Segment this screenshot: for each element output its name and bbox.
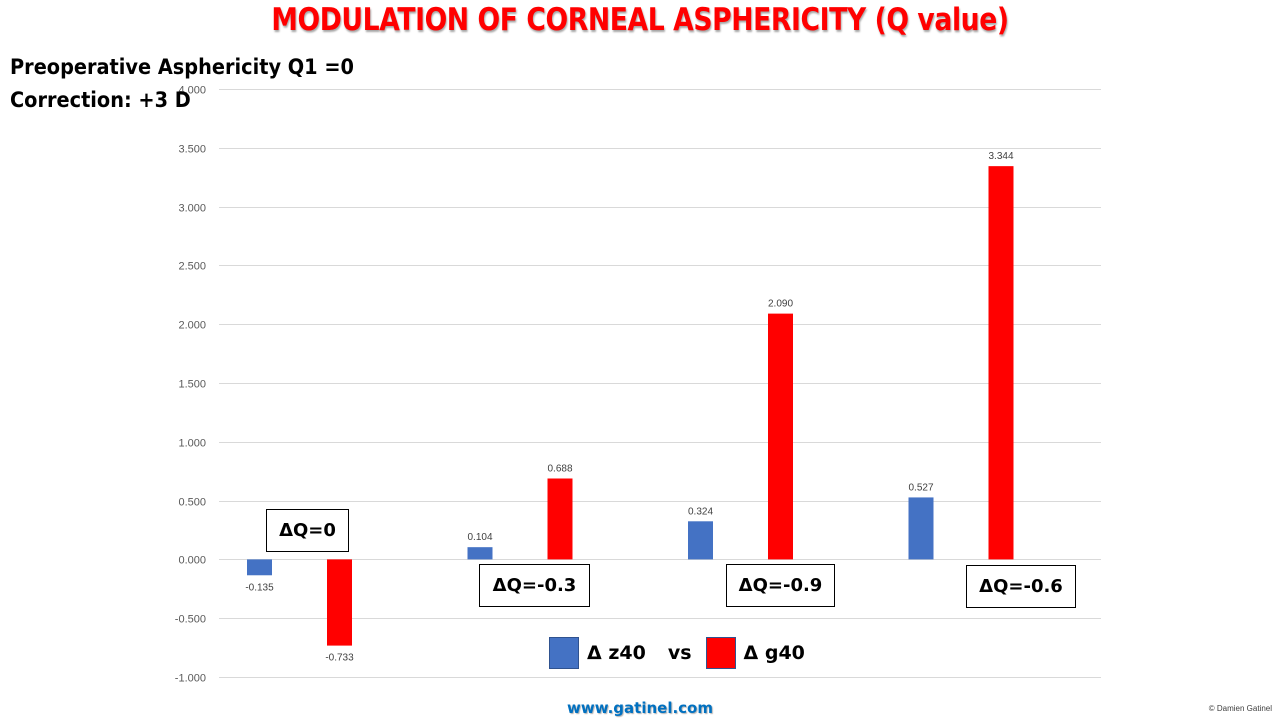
y-axis-ticks: 4.000 3.500 3.000 2.500 2.000 1.500 1.000 0.500… bbox=[175, 85, 206, 685]
delta-q-annotation: ΔQ=-0.6 bbox=[966, 565, 1076, 608]
subtitle-correction: Correction: +3 D bbox=[10, 88, 191, 112]
delta-q-annotation: ΔQ=-0.3 bbox=[479, 564, 590, 607]
data-label: 0.527 bbox=[908, 482, 933, 493]
legend-separator: vs bbox=[667, 642, 692, 664]
y-tick-label: 4.000 bbox=[178, 85, 206, 97]
bar-g40 bbox=[547, 478, 573, 560]
footer-website-link[interactable]: www.gatinel.com bbox=[566, 699, 713, 717]
y-tick-label: 2.500 bbox=[178, 261, 206, 273]
bar-z40 bbox=[688, 521, 713, 560]
gridlines bbox=[219, 89, 1101, 678]
data-labels: -0.135 0.104 0.324 0.527 -0.733 0.688 2.090 3.3… bbox=[245, 151, 1014, 663]
subtitle-preoperative-asphericity: Preoperative Asphericity Q1 =0 bbox=[10, 55, 354, 79]
legend-label-z40: Δ z40 bbox=[587, 642, 646, 664]
bar-z40 bbox=[467, 547, 493, 560]
data-label: 0.324 bbox=[688, 506, 713, 517]
y-tick-label: 3.500 bbox=[178, 144, 206, 156]
bars bbox=[247, 166, 1014, 646]
y-tick-label: 1.500 bbox=[178, 379, 206, 391]
delta-q-annotation: ΔQ=-0.9 bbox=[726, 564, 835, 607]
copyright-notice: © Damien Gatinel bbox=[1208, 704, 1272, 713]
legend-swatch-z40 bbox=[549, 637, 579, 669]
bar-g40 bbox=[768, 313, 793, 560]
bar-g40 bbox=[327, 559, 352, 646]
data-label: -0.733 bbox=[325, 653, 354, 664]
legend-swatch-g40 bbox=[705, 637, 736, 669]
data-label: 2.090 bbox=[768, 299, 793, 310]
y-tick-label: -1.000 bbox=[175, 673, 206, 685]
bar-z40 bbox=[908, 497, 934, 560]
bar-g40 bbox=[988, 166, 1014, 560]
y-tick-label: 1.000 bbox=[178, 438, 206, 450]
data-label: 0.104 bbox=[467, 532, 492, 543]
data-label: 3.344 bbox=[988, 151, 1013, 162]
y-tick-label: 0.000 bbox=[178, 555, 206, 567]
bar-z40 bbox=[247, 559, 272, 576]
data-label: -0.135 bbox=[245, 582, 274, 593]
y-tick-label: 3.000 bbox=[178, 203, 206, 215]
delta-q-annotation: ΔQ=0 bbox=[266, 509, 349, 552]
y-tick-label: 0.500 bbox=[178, 497, 206, 509]
data-label: 0.688 bbox=[547, 463, 572, 474]
y-tick-label: -0.500 bbox=[175, 614, 206, 626]
legend: Δ z40 vs Δ g40 bbox=[549, 636, 805, 670]
y-tick-label: 2.000 bbox=[178, 320, 206, 332]
legend-label-g40: Δ g40 bbox=[743, 642, 805, 664]
slide-title: MODULATION OF CORNEAL ASPHERICITY (Q val… bbox=[271, 2, 1009, 38]
